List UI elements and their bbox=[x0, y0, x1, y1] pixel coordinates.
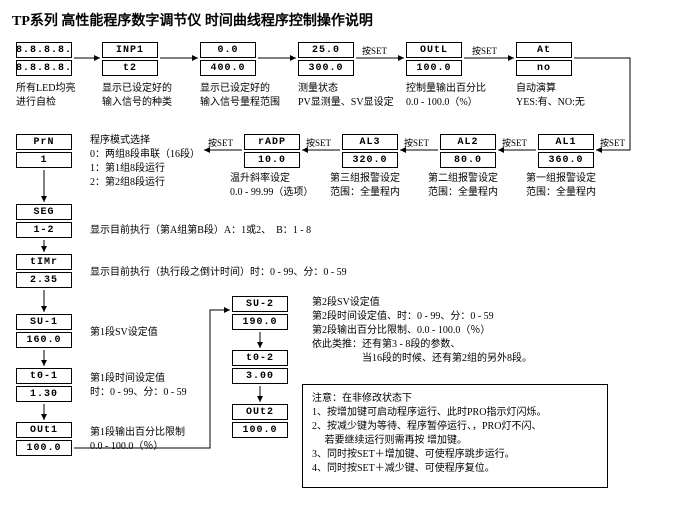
note-b3: 显示已设定好的 输入信号量程范围 bbox=[200, 82, 280, 110]
disp-b11-bot: 360.0 bbox=[538, 152, 594, 168]
setlbl-r2-1: 按SET bbox=[208, 136, 233, 149]
setlbl-r2-3: 按SET bbox=[404, 136, 429, 149]
disp-b13-top: tIMr bbox=[16, 254, 72, 270]
disp-b18-bot: 3.00 bbox=[232, 368, 288, 384]
setlbl-r2-5: 按SET bbox=[600, 136, 625, 149]
disp-b17-bot: 190.0 bbox=[232, 314, 288, 330]
note-b1: 所有LED均亮 进行自检 bbox=[16, 82, 75, 110]
page-title: TP系列 高性能程序数字调节仪 时间曲线程序控制操作说明 bbox=[12, 10, 373, 30]
caution-box bbox=[302, 384, 608, 488]
disp-b16-bot: 100.0 bbox=[16, 440, 72, 456]
disp-b17-top: SU-2 bbox=[232, 296, 288, 312]
note-b14: 第1段SV设定值 bbox=[90, 326, 158, 340]
disp-b15-top: t0-1 bbox=[16, 368, 72, 384]
note-b13: 显示目前执行（执行段之倒计时间）时：0 - 99、分：0 - 59 bbox=[90, 266, 347, 280]
disp-b11-top: AL1 bbox=[538, 134, 594, 150]
setlbl-r1-1: 按SET bbox=[362, 44, 387, 57]
disp-b6-bot: no bbox=[516, 60, 572, 76]
disp-b10-top: AL2 bbox=[440, 134, 496, 150]
disp-b7-bot: 1 bbox=[16, 152, 72, 168]
disp-b7-top: PrN bbox=[16, 134, 72, 150]
disp-b8-bot: 10.0 bbox=[244, 152, 300, 168]
setlbl-r2-2: 按SET bbox=[306, 136, 331, 149]
disp-b15-bot: 1.30 bbox=[16, 386, 72, 402]
disp-b4-top: 25.0 bbox=[298, 42, 354, 58]
disp-b8-top: rADP bbox=[244, 134, 300, 150]
disp-b3-bot: 400.0 bbox=[200, 60, 256, 76]
disp-b9-top: AL3 bbox=[342, 134, 398, 150]
disp-b4-bot: 300.0 bbox=[298, 60, 354, 76]
note-b6: 自动演算 YES:有、NO:无 bbox=[516, 82, 585, 110]
note-b11: 第一组报警设定 范围：全量程内 bbox=[526, 172, 596, 200]
disp-b12-top: SEG bbox=[16, 204, 72, 220]
note-b5: 控制量输出百分比 0.0 - 100.0（%） bbox=[406, 82, 486, 110]
note-b12: 显示目前执行（第A组第B段）A：1或2、 B：1 - 8 bbox=[90, 224, 311, 238]
disp-b1-top: 8.8.8.8. bbox=[16, 42, 72, 58]
setlbl-r2-4: 按SET bbox=[502, 136, 527, 149]
disp-b2-top: INP1 bbox=[102, 42, 158, 58]
disp-b13-bot: 2.35 bbox=[16, 272, 72, 288]
note-b9: 第三组报警设定 范围：全量程内 bbox=[330, 172, 400, 200]
disp-b18-top: t0-2 bbox=[232, 350, 288, 366]
disp-b3-top: 0.0 bbox=[200, 42, 256, 58]
disp-b9-bot: 320.0 bbox=[342, 152, 398, 168]
setlbl-r1-2: 按SET bbox=[472, 44, 497, 57]
disp-b12-bot: 1-2 bbox=[16, 222, 72, 238]
note-b2: 显示已设定好的 输入信号的种类 bbox=[102, 82, 172, 110]
disp-b2-bot: t2 bbox=[102, 60, 158, 76]
note-b7: 程序模式选择 0：两组8段串联（16段） 1：第1组8段运行 2：第2组8段运行 bbox=[90, 134, 200, 190]
disp-b5-top: OUtL bbox=[406, 42, 462, 58]
disp-b19-top: OUt2 bbox=[232, 404, 288, 420]
disp-b5-bot: 100.0 bbox=[406, 60, 462, 76]
disp-b16-top: OUt1 bbox=[16, 422, 72, 438]
note-b10: 第二组报警设定 范围：全量程内 bbox=[428, 172, 498, 200]
disp-b14-bot: 160.0 bbox=[16, 332, 72, 348]
note-seg2: 第2段SV设定值 第2段时间设定值、时：0 - 99、分：0 - 59 第2段输… bbox=[312, 296, 532, 366]
note-b8: 温升斜率设定 0.0 - 99.99（选项） bbox=[230, 172, 313, 200]
disp-b14-top: SU-1 bbox=[16, 314, 72, 330]
disp-b10-bot: 80.0 bbox=[440, 152, 496, 168]
note-b4: 测量状态 PV显测量、SV显设定 bbox=[298, 82, 394, 110]
disp-b1-bot: 8.8.8.8. bbox=[16, 60, 72, 76]
note-b16: 第1段输出百分比限制 0.0 - 100.0（％） bbox=[90, 426, 185, 454]
note-b15: 第1段时间设定值 时：0 - 99、分：0 - 59 bbox=[90, 372, 187, 400]
disp-b19-bot: 100.0 bbox=[232, 422, 288, 438]
disp-b6-top: At bbox=[516, 42, 572, 58]
